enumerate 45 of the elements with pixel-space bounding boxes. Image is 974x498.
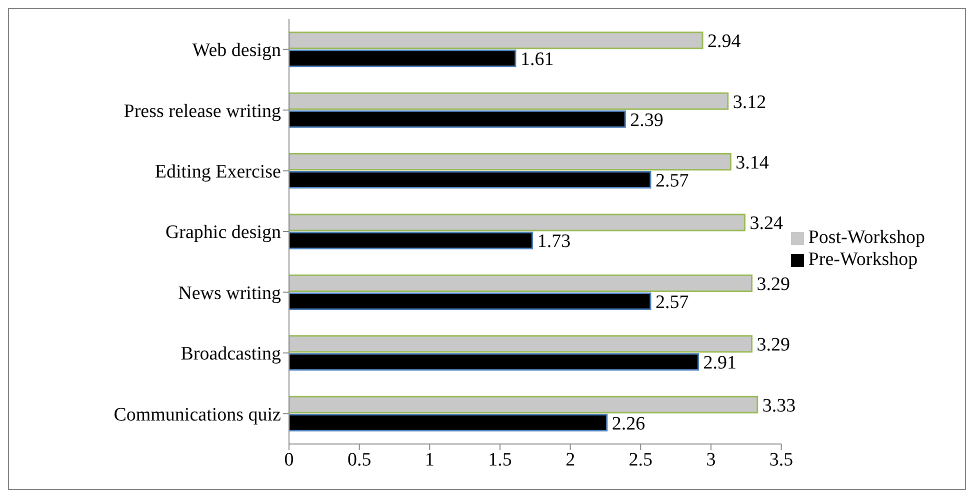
y-tick-label: Press release writing <box>124 100 282 122</box>
bar <box>289 414 608 432</box>
data-label: 2.57 <box>655 292 689 313</box>
data-label: 3.14 <box>736 152 770 174</box>
x-tick-label: 1 <box>424 449 434 470</box>
bar <box>289 153 732 171</box>
bar <box>289 396 758 414</box>
y-tick-label: Broadcasting <box>180 344 282 365</box>
bar <box>289 32 704 50</box>
y-tick-label: Editing Exercise <box>154 162 281 183</box>
legend-label: Pre-Workshop <box>808 249 918 270</box>
y-tick-label: Web design <box>192 40 282 62</box>
bar <box>289 353 700 371</box>
bar <box>289 214 746 232</box>
legend-label: Post-Workshop <box>808 227 925 248</box>
bar <box>289 110 626 128</box>
x-tick-label: 3 <box>706 449 716 470</box>
data-label: 1.61 <box>520 49 554 70</box>
bar <box>289 232 534 250</box>
y-tick-label: Graphic design <box>165 222 282 244</box>
x-tick-label: 0 <box>284 449 294 470</box>
x-tick-label: 1.5 <box>488 449 512 470</box>
x-tick-label: 2.5 <box>628 449 653 470</box>
y-tick-label: News writing <box>178 282 282 304</box>
data-label: 1.73 <box>537 231 571 252</box>
data-label: 3.33 <box>762 395 796 416</box>
data-label: 3.12 <box>732 92 766 113</box>
data-label: 2.57 <box>655 170 689 192</box>
bar <box>289 335 753 353</box>
data-label: 3.29 <box>756 274 790 295</box>
y-tick-label: Communications quiz <box>114 404 281 426</box>
bar <box>289 50 516 68</box>
data-label: 2.91 <box>703 352 737 374</box>
data-label: 2.94 <box>708 31 742 52</box>
data-label: 2.26 <box>612 413 646 434</box>
bar <box>289 292 652 310</box>
bar <box>289 171 652 189</box>
x-tick-label: 0.5 <box>347 449 372 470</box>
x-tick-label: 2 <box>566 449 576 470</box>
data-label: 3.24 <box>750 213 784 234</box>
data-label: 2.39 <box>630 110 664 131</box>
bar <box>289 274 753 292</box>
bar <box>289 92 729 110</box>
data-label: 3.29 <box>756 334 790 356</box>
x-tick-label: 3.5 <box>769 449 794 470</box>
